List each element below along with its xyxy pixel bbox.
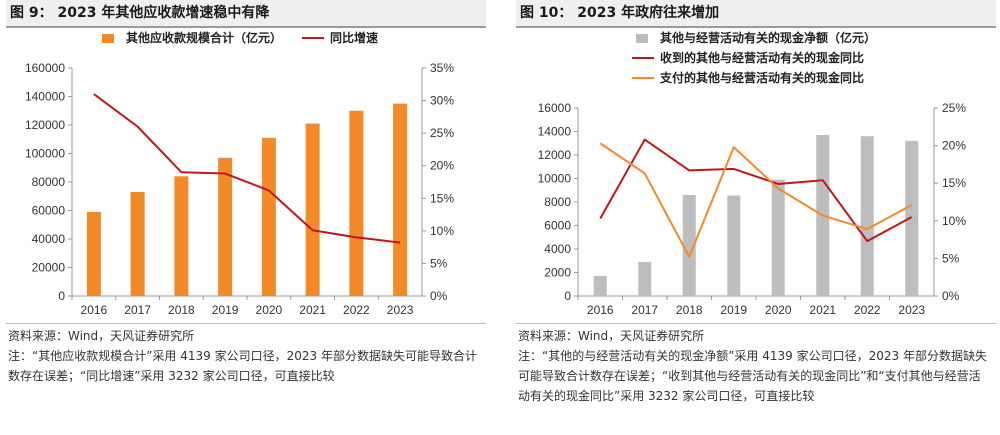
y-left-tick-label: 16000: [538, 101, 572, 115]
left-notes: 资料来源：Wind，天风证券研究所 注：“其他应收款规模合计”采用 4139 家…: [8, 326, 478, 386]
legend-label-1: 同比增速: [330, 30, 378, 45]
legend-label-0: 其他应收款规模合计（亿元）: [126, 30, 282, 45]
x-tick-label: 2021: [809, 303, 836, 317]
y-left-tick-label: 0: [564, 289, 571, 303]
bar-2019: [727, 195, 741, 296]
right-notes: 资料来源：Wind，天风证券研究所 注：“其他的与经营活动有关的现金净额”采用 …: [518, 326, 988, 406]
bar-2023: [905, 140, 919, 296]
y-right-tick-label: 25%: [430, 126, 454, 140]
bar-2020: [261, 137, 276, 296]
series-line-2: [599, 142, 913, 258]
x-tick-label: 2021: [299, 303, 326, 317]
x-tick-label: 2022: [854, 303, 881, 317]
bar-2022: [349, 110, 364, 296]
right-note: 注：“其他的与经营活动有关的现金净额”采用 4139 家公司口径，2023 年部…: [518, 349, 987, 403]
series-line-1: [93, 93, 401, 244]
bar-2022: [860, 136, 874, 296]
y-right-tick-label: 20%: [430, 159, 454, 173]
left-note-divider: [6, 323, 486, 324]
y-left-tick-label: 100000: [25, 147, 65, 161]
y-left-tick-label: 80000: [32, 175, 66, 189]
bar-2020: [771, 179, 785, 296]
left-panel: 图 9： 2023 年其他应收款增速稳中有降 0 20000 40000 60000 8…: [6, 0, 486, 435]
y-left-tick-label: 2000: [544, 266, 571, 280]
series-line-1: [599, 138, 913, 243]
y-right-tick-label: 25%: [942, 101, 966, 115]
x-tick-label: 2023: [898, 303, 925, 317]
left-chart: 0 20000 40000 60000 80000 100000 120000 140000 1…: [25, 30, 454, 317]
bar-2017: [130, 191, 145, 296]
x-tick-label: 2018: [168, 303, 195, 317]
legend-label-0: 其他与经营活动有关的现金净额（亿元）: [660, 30, 876, 45]
y-left-tick-label: 12000: [538, 148, 572, 162]
bar-2017: [638, 261, 652, 296]
x-tick-label: 2019: [720, 303, 747, 317]
legend-swatch-0: [636, 34, 648, 43]
y-left-tick-label: 4000: [544, 242, 571, 256]
y-right-tick-label: 30%: [430, 94, 454, 108]
y-right-tick-label: 5%: [942, 251, 960, 265]
x-tick-label: 2020: [765, 303, 792, 317]
y-right-tick-label: 15%: [942, 176, 966, 190]
x-tick-label: 2016: [587, 303, 614, 317]
y-right-tick-label: 10%: [942, 214, 966, 228]
y-left-tick-label: 8000: [544, 195, 571, 209]
y-right-tick-label: 35%: [430, 61, 454, 75]
y-left-tick-label: 0: [58, 289, 65, 303]
y-left-tick-label: 140000: [25, 90, 65, 104]
x-tick-label: 2016: [81, 303, 108, 317]
legend-label-2: 支付的其他与经营活动有关的现金同比: [659, 70, 864, 85]
y-right-tick-label: 5%: [430, 256, 448, 270]
y-left-tick-label: 160000: [25, 61, 65, 75]
bar-2023: [393, 103, 408, 296]
x-tick-label: 2022: [343, 303, 370, 317]
bar-2016: [593, 276, 607, 296]
y-left-tick-label: 10000: [538, 172, 572, 186]
x-tick-label: 2017: [631, 303, 658, 317]
bar-2016: [86, 211, 101, 296]
y-right-tick-label: 20%: [942, 139, 966, 153]
x-tick-label: 2023: [387, 303, 414, 317]
left-source: 资料来源：Wind，天风证券研究所: [8, 329, 195, 343]
y-left-tick-label: 120000: [25, 118, 65, 132]
left-note: 注：“其他应收款规模合计”采用 4139 家公司口径，2023 年部分数据缺失可…: [8, 349, 477, 383]
bar-2021: [305, 123, 320, 296]
y-right-tick-label: 15%: [430, 191, 454, 205]
left-chart-title: 图 9： 2023 年其他应收款增速稳中有降: [6, 0, 486, 28]
y-left-tick-label: 40000: [32, 232, 66, 246]
right-chart-title: 图 10： 2023 年政府往来增加: [516, 0, 996, 28]
right-note-divider: [516, 323, 996, 324]
x-tick-label: 2020: [256, 303, 283, 317]
x-tick-label: 2019: [212, 303, 239, 317]
legend-label-1: 收到的其他与经营活动有关的现金同比: [660, 50, 864, 65]
right-panel: 图 10： 2023 年政府往来增加 0 2000 4000 6000 8000 1000…: [516, 0, 996, 435]
bar-2019: [218, 157, 233, 296]
x-tick-label: 2017: [124, 303, 151, 317]
y-right-tick-label: 0%: [430, 289, 448, 303]
y-left-tick-label: 20000: [32, 261, 66, 275]
x-tick-label: 2018: [676, 303, 703, 317]
y-left-tick-label: 60000: [32, 204, 66, 218]
y-left-tick-label: 6000: [544, 219, 571, 233]
legend-swatch-0: [102, 34, 114, 43]
y-right-tick-label: 0%: [942, 289, 960, 303]
right-source: 资料来源：Wind，天风证券研究所: [518, 329, 705, 343]
y-left-tick-label: 14000: [538, 125, 572, 139]
right-chart: 0 2000 4000 6000 8000 10000 12000 14000 16000 0% 5…: [538, 30, 967, 317]
bar-2018: [174, 176, 189, 296]
bar-2018: [682, 194, 696, 296]
y-right-tick-label: 10%: [430, 224, 454, 238]
